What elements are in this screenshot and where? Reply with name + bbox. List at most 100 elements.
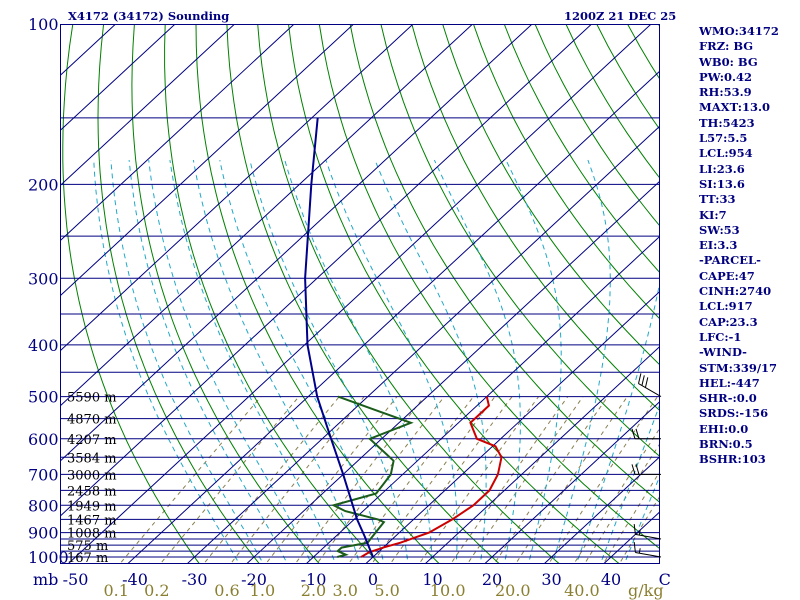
wind-barb-shaft bbox=[635, 533, 662, 540]
temperature-tick-label: -10 bbox=[301, 570, 327, 589]
wind-barb bbox=[631, 428, 661, 440]
stat-line: CINH:2740 bbox=[699, 284, 772, 299]
wind-barb-flag bbox=[638, 373, 642, 384]
mixing-ratio-line bbox=[547, 396, 658, 564]
stat-line: LCL:917 bbox=[699, 299, 753, 314]
mixing-ratio-line bbox=[618, 495, 660, 564]
stat-line: SW:53 bbox=[699, 222, 740, 237]
dry-adiabat-line bbox=[472, 24, 660, 320]
dry-adiabat-line bbox=[442, 24, 660, 366]
moist-adiabat-line bbox=[599, 402, 660, 564]
mixing-ratio-line bbox=[294, 396, 425, 564]
stat-line: TT:33 bbox=[699, 192, 736, 207]
wind-barbs bbox=[631, 373, 662, 558]
temperature-tick-label: 30 bbox=[541, 570, 561, 589]
mixing-ratio-tick-label: 10.0 bbox=[430, 581, 466, 600]
moist-adiabat-line bbox=[374, 159, 487, 564]
dry-adiabat-line bbox=[349, 24, 660, 504]
pressure-tick-label: 700 bbox=[28, 465, 59, 484]
dry-adiabat-line bbox=[164, 24, 381, 564]
isotherm-line bbox=[543, 455, 660, 564]
isotherm-line bbox=[60, 24, 593, 517]
dry-adiabat-line bbox=[131, 24, 321, 564]
height-label: 4870 m bbox=[67, 413, 117, 428]
moist-adiabat-line bbox=[128, 160, 288, 564]
dry-adiabat-line bbox=[97, 24, 261, 564]
wind-barb-half bbox=[638, 530, 641, 536]
pressure-tick-label: 800 bbox=[28, 496, 59, 515]
isotherm-line bbox=[424, 345, 660, 564]
dry-adiabat-line bbox=[503, 24, 660, 274]
chart-datetime: 1200Z 21 DEC 25 bbox=[564, 9, 676, 23]
height-label: 167 m bbox=[67, 551, 108, 566]
isotherm-line bbox=[60, 24, 533, 462]
dry-adiabat-line bbox=[257, 24, 561, 564]
stat-line: WMO:34172 bbox=[699, 24, 779, 38]
mixing-ratio-unit-label: g/kg bbox=[628, 581, 664, 600]
pressure-unit-label: mb bbox=[33, 570, 58, 589]
temperature-tick-label: -40 bbox=[122, 570, 148, 589]
pressure-tick-label: 100 bbox=[28, 15, 59, 34]
moist-adiabat-line bbox=[551, 159, 611, 564]
parcel-line bbox=[304, 117, 374, 558]
stat-line: PW:0.42 bbox=[699, 69, 753, 84]
moist-adiabat-line bbox=[433, 159, 521, 564]
temperature-tick-label: 0 bbox=[368, 570, 378, 589]
dry-adiabat-line bbox=[411, 24, 660, 412]
wind-barb-shaft bbox=[638, 383, 662, 398]
moist-adiabat-line bbox=[192, 160, 361, 564]
wind-barb-flag bbox=[631, 464, 636, 475]
wind-barb-flag bbox=[633, 524, 636, 535]
temperature-tick-label: -20 bbox=[241, 570, 267, 589]
stat-line: SRDS:-156 bbox=[699, 406, 769, 421]
plot-frame bbox=[60, 24, 660, 564]
temperature-tick-label: 20 bbox=[482, 570, 502, 589]
mixing-ratio-line bbox=[418, 396, 540, 564]
wind-barb-flag bbox=[635, 464, 640, 475]
height-label: 1467 m bbox=[67, 513, 117, 528]
stats-panel: WMO:34172 FRZ: BG WB0: BG PW:0.42 RH:53.9 MAX… bbox=[699, 24, 799, 468]
dry-adiabat-line bbox=[318, 24, 660, 550]
isotherm-line bbox=[67, 24, 652, 564]
stat-line: FRZ: BG bbox=[699, 39, 754, 54]
dry-adiabat-line bbox=[195, 24, 441, 564]
stat-line: HEL:-447 bbox=[699, 375, 760, 390]
mixing-ratio-line bbox=[159, 396, 300, 564]
mixing-ratio-line bbox=[229, 396, 365, 564]
moist-adiabat-line bbox=[93, 160, 240, 564]
stat-line: KI:7 bbox=[699, 207, 727, 222]
sounding-series bbox=[304, 117, 503, 558]
temperature-tick-label: -50 bbox=[63, 570, 89, 589]
moist-adiabat-line bbox=[575, 278, 660, 564]
mixing-ratio-tick-label: 3.0 bbox=[332, 581, 357, 600]
temperature-unit-label: C bbox=[659, 570, 671, 589]
dry-adiabat-line bbox=[62, 24, 201, 564]
wind-barb bbox=[633, 524, 662, 540]
isotherm-line bbox=[305, 235, 660, 564]
pressure-tick-label: 400 bbox=[28, 336, 59, 355]
moist-adiabat-line bbox=[219, 159, 385, 564]
mixing-ratio-tick-label: 40.0 bbox=[564, 581, 600, 600]
stat-line: LFC:-1 bbox=[699, 329, 742, 344]
mixing-ratio-line bbox=[602, 470, 660, 564]
stat-line: EHI:0.0 bbox=[699, 421, 749, 436]
stat-line: LCL:954 bbox=[699, 146, 753, 161]
guide-lines bbox=[0, 12, 660, 568]
stat-line: TH:5423 bbox=[699, 115, 755, 130]
isotherm-line bbox=[245, 180, 660, 564]
isotherm-line bbox=[0, 12, 69, 568]
stat-line: MAXT:13.0 bbox=[699, 100, 770, 115]
mixing-ratio-line bbox=[119, 396, 262, 564]
isotherm-line bbox=[126, 70, 660, 564]
mixing-ratio-line bbox=[202, 396, 340, 564]
stat-line: L57:5.5 bbox=[699, 131, 748, 146]
height-label: 3584 m bbox=[67, 451, 117, 466]
stat-line: WB0: BG bbox=[699, 54, 758, 69]
wind-barb bbox=[631, 464, 661, 475]
temperature-tick-label: 40 bbox=[601, 570, 621, 589]
mixing-ratio-tick-label: 0.1 bbox=[103, 581, 128, 600]
wind-barb bbox=[638, 373, 662, 398]
wind-barb-flag bbox=[633, 542, 636, 553]
temperature-tick-label: -30 bbox=[182, 570, 208, 589]
